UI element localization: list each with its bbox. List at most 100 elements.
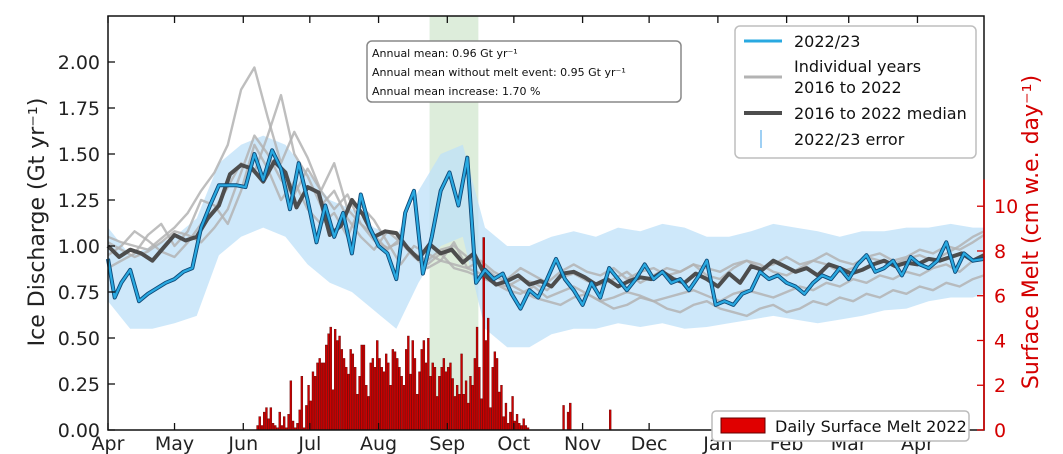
annotation-line-1: Annual mean: 0.96 Gt yr⁻¹ xyxy=(372,47,518,60)
melt-legend-label: Daily Surface Melt 2022 xyxy=(775,417,967,436)
melt-bar xyxy=(336,340,339,431)
melt-bar xyxy=(491,367,494,431)
y-axis-ticks: 0.00 0.25 0.50 0.75 1.00 1.25 1.50 1.75 2.00 xyxy=(58,52,115,442)
series-2022-line xyxy=(106,149,985,310)
melt-bar xyxy=(493,351,497,431)
y-tick-label: 1.00 xyxy=(58,236,100,258)
annotation-box: Annual mean: 0.96 Gt yr⁻¹ Annual mean wi… xyxy=(366,40,682,103)
legend-label-individual-2: 2016 to 2022 xyxy=(794,78,902,97)
melt-bar xyxy=(322,362,326,431)
melt-bar xyxy=(354,367,357,431)
melt-bar xyxy=(478,367,481,431)
melt-legend: Daily Surface Melt 2022 xyxy=(711,410,970,442)
x-tick-label: Aug xyxy=(360,433,397,454)
melt-bar xyxy=(342,358,346,431)
melt-bar xyxy=(504,402,508,431)
melt-bar xyxy=(509,411,512,431)
melt-bar xyxy=(407,335,410,431)
x-tick-label: Sep xyxy=(429,433,465,454)
melt-bar xyxy=(433,367,437,431)
x-tick-label: Oct xyxy=(497,433,530,454)
melt-bar xyxy=(475,326,479,431)
melt-bar xyxy=(360,344,363,431)
melt-bar xyxy=(562,405,565,431)
melt-bar xyxy=(411,340,414,431)
x-tick-label: May xyxy=(155,433,194,454)
melt-bar xyxy=(420,349,423,431)
melt-bar xyxy=(502,416,505,431)
melt-bar xyxy=(291,420,295,431)
melt-bar xyxy=(449,362,452,431)
melt-bar xyxy=(316,362,319,431)
melt-bar xyxy=(362,344,366,431)
x-tick-label: Nov xyxy=(564,433,601,454)
melt-bar xyxy=(305,405,308,431)
melt-bar xyxy=(569,402,572,431)
melt-bar xyxy=(438,376,441,431)
melt-bar xyxy=(456,385,459,431)
melt-bar xyxy=(464,380,468,431)
melt-bar xyxy=(458,394,461,431)
melt-bar xyxy=(278,411,281,431)
melt-bar xyxy=(409,373,412,431)
melt-bar xyxy=(387,362,390,431)
melt-bar xyxy=(373,367,377,431)
melt-bar xyxy=(358,376,361,431)
melt-bar xyxy=(347,373,350,431)
legend: 2022/23 Individual years 2016 to 2022 20… xyxy=(734,25,977,159)
melt-bar xyxy=(382,371,386,431)
melt-bar xyxy=(436,396,439,431)
y-tick-label: 2.00 xyxy=(58,52,100,74)
melt-bar xyxy=(480,398,483,431)
melt-bar xyxy=(500,385,503,431)
annotation-line-2: Annual mean without melt event: 0.95 Gt … xyxy=(372,66,626,79)
melt-bar xyxy=(402,385,406,431)
melt-bar xyxy=(489,407,492,431)
melt-bar xyxy=(314,376,317,431)
melt-bar xyxy=(487,317,490,431)
right-y-tick-label: 2 xyxy=(994,375,1006,397)
melt-legend-swatch xyxy=(720,417,766,434)
melt-bar xyxy=(427,338,430,431)
melt-bar xyxy=(400,376,403,431)
melt-bar xyxy=(440,367,443,431)
melt-bar xyxy=(287,414,290,431)
melt-bar xyxy=(271,423,275,431)
melt-bar xyxy=(431,362,434,431)
melt-bar xyxy=(283,416,286,431)
melt-bar xyxy=(380,367,383,431)
individual-year-line xyxy=(107,66,985,292)
melt-bar xyxy=(378,358,381,431)
melt-bar xyxy=(376,340,379,431)
melt-bar xyxy=(338,335,341,431)
melt-bar xyxy=(515,414,519,431)
y-tick-label: 1.50 xyxy=(58,144,100,166)
melt-bar xyxy=(258,416,261,431)
melt-bar xyxy=(334,329,337,431)
melt-bar xyxy=(389,385,392,431)
y-tick-label: 0.00 xyxy=(58,420,100,442)
melt-bar xyxy=(320,362,324,431)
melt-bar xyxy=(413,358,417,431)
legend-label-median: 2016 to 2022 median xyxy=(794,104,967,123)
melt-bar xyxy=(462,394,465,431)
melt-bar xyxy=(453,396,457,431)
legend-swatch-error xyxy=(760,130,762,148)
individual-year-line xyxy=(107,134,985,318)
right-y-axis-ticks: 0 2 4 6 8 10 xyxy=(977,179,1018,442)
legend-label-error: 2022/23 error xyxy=(794,130,905,149)
right-y-tick-label: 6 xyxy=(994,286,1006,308)
x-tick-label: Apr xyxy=(92,433,125,454)
melt-bar xyxy=(495,358,499,431)
right-y-axis-title: Surface Melt (cm w.e. day⁻¹) xyxy=(1019,75,1044,389)
melt-bar xyxy=(318,358,321,431)
melt-bar xyxy=(482,237,485,431)
melt-bar xyxy=(269,407,273,431)
melt-bar xyxy=(351,353,355,431)
y-tick-label: 1.25 xyxy=(58,190,100,212)
melt-bar xyxy=(349,349,352,431)
melt-bar xyxy=(442,358,446,431)
right-y-tick-label: 0 xyxy=(994,420,1006,442)
melt-bar xyxy=(289,380,293,431)
